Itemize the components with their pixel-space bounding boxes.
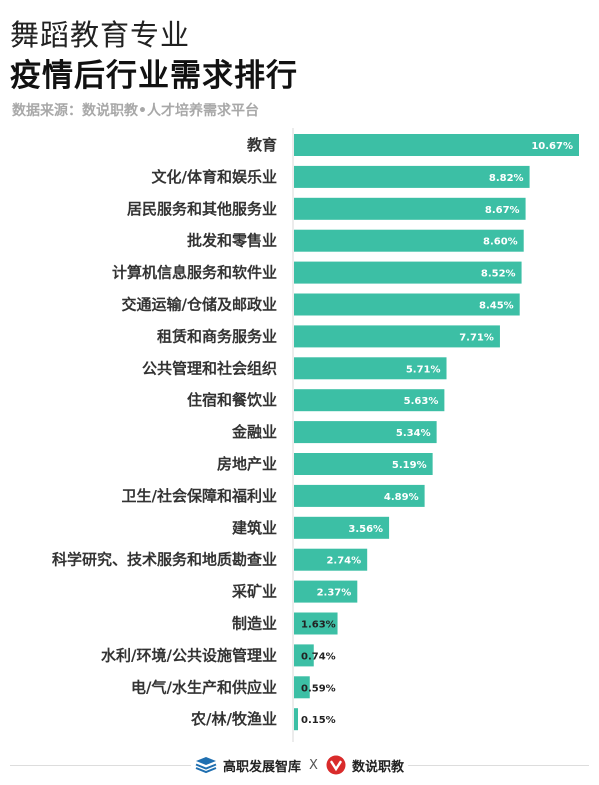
data-label: 10.67% bbox=[531, 141, 573, 152]
category-label: 计算机信息服务和软件业 bbox=[112, 264, 277, 282]
data-label: 8.45% bbox=[479, 301, 514, 312]
bar bbox=[294, 580, 358, 603]
category-label: 居民服务和其他服务业 bbox=[127, 200, 277, 218]
bar bbox=[294, 421, 437, 444]
category-label: 教育 bbox=[246, 136, 277, 154]
data-label: 5.19% bbox=[392, 460, 427, 471]
page-title: 舞蹈教育专业 bbox=[10, 18, 191, 52]
category-label: 金融业 bbox=[231, 423, 277, 441]
data-label: 3.56% bbox=[348, 524, 383, 535]
bar bbox=[294, 261, 522, 284]
category-label: 租赁和商务服务业 bbox=[157, 327, 277, 345]
bar bbox=[294, 325, 500, 348]
data-label: 5.71% bbox=[406, 364, 441, 375]
bar bbox=[294, 357, 447, 380]
footer-brand-right-label: 数说职教 bbox=[351, 759, 404, 775]
data-label: 2.37% bbox=[317, 588, 352, 599]
footer-brand-right: 数说职教 bbox=[321, 755, 408, 775]
data-label: 0.15% bbox=[301, 715, 336, 726]
category-label: 科学研究、技术服务和地质勘查业 bbox=[52, 551, 277, 569]
category-label: 水利/环境/公共设施管理业 bbox=[101, 646, 277, 664]
data-label: 8.67% bbox=[485, 205, 520, 216]
data-label: 5.63% bbox=[404, 396, 439, 407]
bar bbox=[294, 516, 390, 539]
data-source-note: 数据来源：数说职教•人才培养需求平台 bbox=[12, 103, 259, 119]
page-subtitle: 疫情后行业需求排行 bbox=[10, 58, 298, 94]
data-label: 8.52% bbox=[481, 269, 516, 280]
data-label: 1.63% bbox=[301, 620, 336, 631]
footer: 高职发展智库 X 数说职教 bbox=[0, 753, 599, 777]
footer-separator: X bbox=[305, 757, 322, 773]
data-label: 7.71% bbox=[459, 332, 494, 343]
category-label: 采矿业 bbox=[231, 583, 277, 601]
bar bbox=[294, 389, 445, 412]
category-label: 制造业 bbox=[232, 615, 277, 633]
data-label: 0.74% bbox=[301, 651, 336, 662]
bar bbox=[294, 453, 433, 475]
bar bbox=[294, 708, 299, 731]
category-label: 公共管理和社会组织 bbox=[142, 359, 277, 377]
category-label: 建筑业 bbox=[232, 519, 277, 537]
data-label: 2.74% bbox=[326, 556, 361, 567]
category-label: 农/林/牧渔业 bbox=[190, 710, 277, 728]
category-label: 批发和零售业 bbox=[187, 232, 277, 250]
data-label: 8.60% bbox=[483, 237, 518, 248]
bar bbox=[294, 197, 526, 220]
bar bbox=[294, 229, 524, 252]
category-label: 交通运输/仓储及邮政业 bbox=[122, 296, 277, 314]
bar bbox=[294, 165, 530, 188]
data-label: 5.34% bbox=[396, 428, 431, 439]
bar bbox=[294, 548, 368, 571]
data-label: 4.89% bbox=[384, 492, 419, 503]
bar-chart: 教育 10.67% 文化/体育和娱乐业 8.82% 居民服务和其他服务业 8.67% 批发和… bbox=[52, 128, 579, 742]
category-label: 文化/体育和娱乐业 bbox=[152, 168, 277, 186]
bar bbox=[294, 134, 579, 156]
bar bbox=[294, 644, 314, 667]
bar bbox=[294, 484, 425, 507]
data-label: 8.82% bbox=[489, 173, 524, 184]
data-label: 0.59% bbox=[301, 683, 336, 694]
footer-brand-left-label: 高职发展智库 bbox=[223, 759, 302, 775]
footer-brand-left: 高职发展智库 bbox=[191, 755, 306, 775]
category-label: 住宿和餐饮业 bbox=[187, 391, 277, 409]
bar bbox=[294, 293, 520, 316]
bar bbox=[294, 612, 338, 635]
category-label: 房地产业 bbox=[217, 455, 277, 473]
bar bbox=[294, 676, 310, 699]
stacked-layers-logo-icon bbox=[195, 757, 217, 774]
category-label: 电/气/水生产和供应业 bbox=[131, 678, 277, 696]
category-label: 卫生/社会保障和福利业 bbox=[122, 487, 277, 505]
red-circle-logo-icon bbox=[326, 755, 346, 775]
